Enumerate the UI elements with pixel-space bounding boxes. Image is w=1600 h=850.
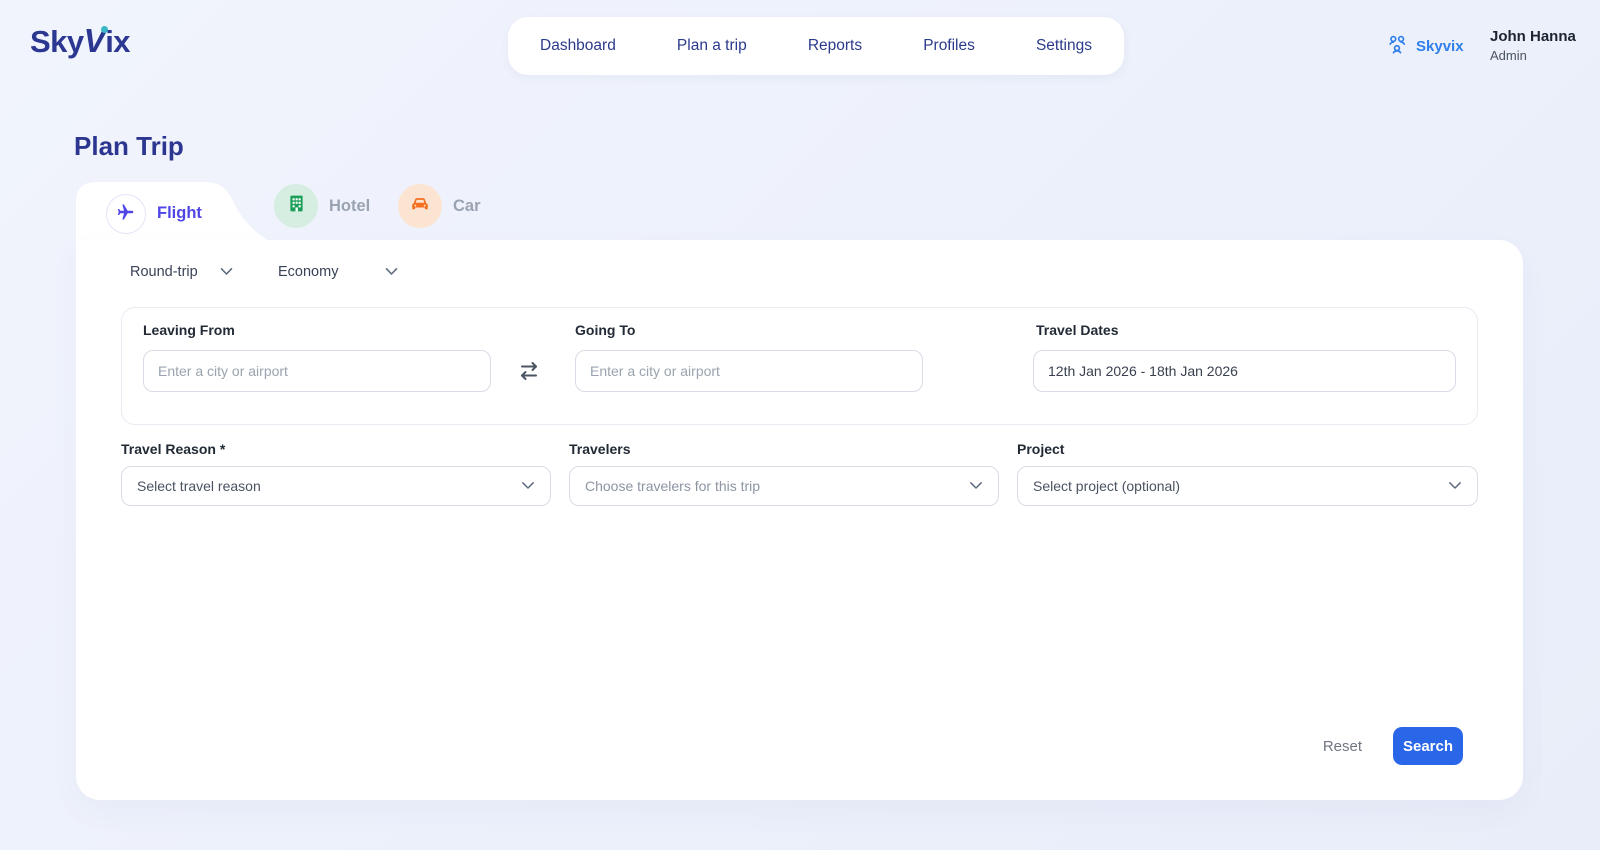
- project-label: Project: [1017, 441, 1065, 457]
- form-actions: Reset Search: [1260, 727, 1463, 765]
- travel-dates-input[interactable]: [1033, 350, 1456, 392]
- nav-item-plan-a-trip[interactable]: Plan a trip: [676, 37, 747, 54]
- logo-text-v: V: [83, 22, 106, 59]
- swap-locations-button[interactable]: [517, 360, 541, 382]
- tab-flight-icon-circle[interactable]: [106, 194, 146, 234]
- user-menu[interactable]: John Hanna Admin: [1490, 28, 1576, 63]
- airplane-icon: [116, 202, 136, 227]
- chevron-down-icon: [385, 264, 398, 280]
- project-select[interactable]: Select project (optional): [1017, 466, 1478, 506]
- trip-type-value: Round-trip: [130, 264, 198, 280]
- car-icon: [409, 193, 431, 220]
- travel-dates-label: Travel Dates: [1036, 322, 1119, 338]
- leaving-from-input[interactable]: [143, 350, 491, 392]
- logo-accent-dot: [101, 26, 108, 33]
- hotel-building-icon: [286, 193, 307, 219]
- going-to-label: Going To: [575, 322, 636, 338]
- logo-text-ix: ix: [105, 24, 131, 59]
- tab-hotel-icon-circle[interactable]: [274, 184, 318, 228]
- trip-type-select[interactable]: Round-trip: [130, 264, 233, 280]
- project-value: Select project (optional): [1033, 478, 1181, 494]
- skyvix-logo: SkyVix: [30, 22, 131, 60]
- leaving-from-label: Leaving From: [143, 322, 235, 338]
- travel-reason-value: Select travel reason: [137, 478, 261, 494]
- tab-car-icon-circle[interactable]: [398, 184, 442, 228]
- chevron-down-icon: [1448, 477, 1462, 495]
- travelers-label: Travelers: [569, 441, 631, 457]
- chevron-down-icon: [521, 477, 535, 495]
- chevron-down-icon: [969, 477, 983, 495]
- user-name: John Hanna: [1490, 28, 1576, 45]
- reset-button[interactable]: Reset: [1322, 737, 1362, 755]
- travel-reason-select[interactable]: Select travel reason: [121, 466, 551, 506]
- nav-item-reports[interactable]: Reports: [807, 37, 863, 54]
- cabin-class-select[interactable]: Economy: [278, 264, 398, 280]
- travelers-input[interactable]: [585, 478, 969, 494]
- travelers-select[interactable]: [569, 466, 999, 506]
- nav-item-dashboard[interactable]: Dashboard: [540, 37, 616, 54]
- logo-text-sky: Sky: [30, 24, 84, 59]
- main-nav: Dashboard Plan a trip Reports Profiles S…: [508, 17, 1124, 75]
- nav-item-profiles[interactable]: Profiles: [923, 37, 975, 54]
- organization-icon: [1386, 33, 1408, 60]
- chevron-down-icon: [220, 264, 233, 280]
- user-role: Admin: [1490, 48, 1527, 63]
- org-name-label: Skyvix: [1416, 38, 1464, 55]
- tab-hotel-label[interactable]: Hotel: [329, 197, 371, 215]
- nav-item-settings[interactable]: Settings: [1035, 37, 1092, 54]
- org-switcher[interactable]: Skyvix: [1386, 33, 1464, 60]
- search-button[interactable]: Search: [1393, 727, 1463, 765]
- page-title: Plan Trip: [74, 131, 184, 161]
- cabin-class-value: Economy: [278, 264, 339, 280]
- going-to-input[interactable]: [575, 350, 923, 392]
- tab-flight-label[interactable]: Flight: [157, 204, 202, 222]
- tab-car-label[interactable]: Car: [453, 197, 481, 215]
- travel-reason-label: Travel Reason *: [121, 441, 226, 457]
